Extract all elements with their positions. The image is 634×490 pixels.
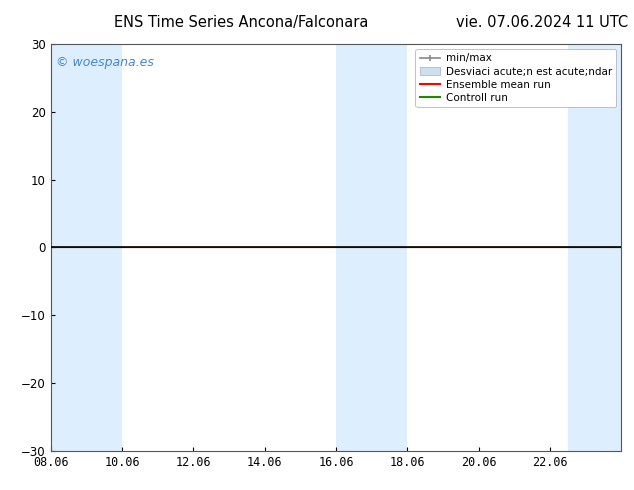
Text: ENS Time Series Ancona/Falconara: ENS Time Series Ancona/Falconara: [114, 15, 368, 30]
Bar: [86, 44, 122, 451]
Text: © woespana.es: © woespana.es: [56, 56, 154, 69]
Legend: min/max, Desviaci acute;n est acute;ndar, Ensemble mean run, Controll run: min/max, Desviaci acute;n est acute;ndar…: [415, 49, 616, 107]
Text: vie. 07.06.2024 11 UTC: vie. 07.06.2024 11 UTC: [456, 15, 628, 30]
Bar: [336, 44, 372, 451]
Bar: [51, 44, 86, 451]
Bar: [568, 44, 621, 451]
Bar: [372, 44, 408, 451]
